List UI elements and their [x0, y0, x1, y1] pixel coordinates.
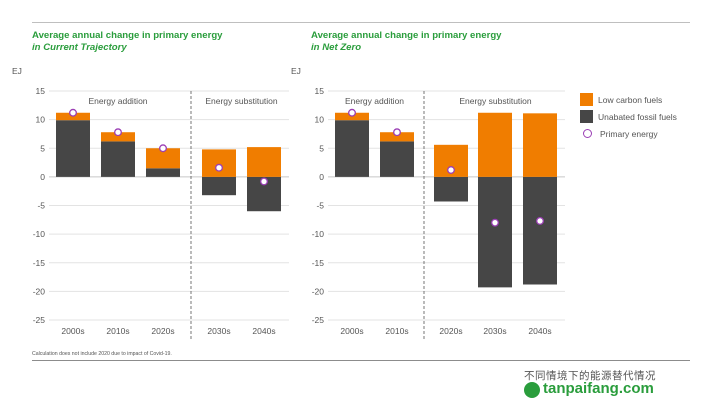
footnote: Calculation does not include 2020 due to… [32, 351, 172, 357]
bar-fossil [56, 120, 90, 177]
legend-swatch-low-carbon [580, 93, 593, 106]
y-tick-label: 0 [40, 172, 45, 182]
x-tick-label: 2040s [528, 326, 551, 336]
x-tick-label: 2030s [207, 326, 230, 336]
bar-fossil [202, 176, 236, 196]
y-tick-label: -20 [33, 286, 46, 296]
chart-title-net-zero: Average annual change in primary energy … [311, 30, 502, 54]
marker-primary-energy [260, 177, 268, 186]
marker-primary-energy [159, 144, 167, 153]
marker-primary-energy [491, 218, 499, 227]
legend-marker-primary-energy [583, 129, 592, 138]
watermark-logo-icon [524, 382, 540, 398]
legend-swatch-fossil [580, 110, 593, 123]
y-tick-label: -20 [312, 286, 325, 296]
bar-low-carbon [380, 132, 414, 142]
bar-low-carbon [478, 112, 512, 177]
chart-subtitle: in Current Trajectory [32, 42, 127, 53]
axis-unit-label: EJ [12, 66, 22, 76]
bar-fossil [380, 141, 414, 177]
axis-unit-label: EJ [291, 66, 301, 76]
watermark-caption: 不同情境下的能源替代情况 [524, 370, 656, 382]
top-rule [32, 22, 690, 23]
marker-primary-energy [447, 166, 455, 174]
marker-primary-energy [536, 217, 544, 225]
bar-low-carbon [146, 148, 180, 169]
bar-fossil [335, 120, 369, 177]
y-tick-label: -15 [33, 258, 46, 268]
x-tick-label: 2040s [252, 326, 275, 336]
chart-title-current-trajectory: Average annual change in primary energy … [32, 30, 223, 54]
legend-item-fossil: Unabated fossil fuels [580, 108, 677, 125]
watermark: 不同情境下的能源替代情况 tanpaifang.com [524, 368, 714, 402]
group-label-energy-substitution: Energy substitution [459, 96, 532, 106]
x-tick-label: 2030s [483, 326, 506, 336]
marker-primary-energy [348, 108, 356, 117]
chart-title-text: Average annual change in primary energy [311, 30, 502, 41]
legend-label: Low carbon fuels [598, 94, 663, 105]
y-tick-label: 10 [315, 115, 325, 125]
x-tick-label: 2020s [151, 326, 174, 336]
y-tick-label: -25 [312, 315, 325, 325]
y-tick-label: 5 [40, 143, 45, 153]
bar-low-carbon [247, 147, 281, 177]
bar-fossil [434, 176, 468, 202]
bar-fossil [523, 176, 557, 285]
watermark-site: tanpaifang.com [543, 380, 654, 397]
y-tick-label: -5 [37, 201, 45, 211]
x-tick-label: 2000s [340, 326, 363, 336]
y-tick-label: -5 [316, 201, 324, 211]
y-tick-label: 15 [36, 86, 46, 96]
x-tick-label: 2000s [61, 326, 84, 336]
chart-subtitle: in Net Zero [311, 42, 362, 53]
group-label-energy-addition: Energy addition [88, 96, 147, 106]
x-tick-label: 2020s [439, 326, 462, 336]
x-tick-label: 2010s [106, 326, 129, 336]
chart-title-text: Average annual change in primary energy [32, 30, 223, 41]
y-tick-label: 15 [315, 86, 325, 96]
marker-primary-energy [393, 128, 401, 137]
y-tick-label: 0 [319, 172, 324, 182]
marker-primary-energy [69, 108, 77, 117]
marker-primary-energy [114, 128, 122, 137]
y-tick-label: 10 [36, 115, 46, 125]
bar-fossil [146, 168, 180, 177]
bar-fossil [478, 176, 512, 288]
bar-fossil [101, 141, 135, 177]
bottom-rule [32, 360, 690, 361]
bar-low-carbon [523, 113, 557, 177]
y-tick-label: 5 [319, 143, 324, 153]
group-label-energy-addition: Energy addition [345, 96, 404, 106]
legend-item-low-carbon: Low carbon fuels [580, 91, 677, 108]
legend-item-primary-energy: Primary energy [580, 125, 677, 142]
legend-label: Unabated fossil fuels [598, 111, 677, 122]
y-tick-label: -25 [33, 315, 46, 325]
x-tick-label: 2010s [385, 326, 408, 336]
y-tick-label: -15 [312, 258, 325, 268]
y-tick-label: -10 [312, 229, 325, 239]
legend: Low carbon fuels Unabated fossil fuels P… [580, 91, 677, 142]
group-label-energy-substitution: Energy substitution [205, 96, 278, 106]
legend-label: Primary energy [600, 128, 658, 139]
bar-low-carbon [202, 149, 236, 177]
y-tick-label: -10 [33, 229, 46, 239]
bar-low-carbon [101, 132, 135, 142]
marker-primary-energy [215, 163, 223, 172]
